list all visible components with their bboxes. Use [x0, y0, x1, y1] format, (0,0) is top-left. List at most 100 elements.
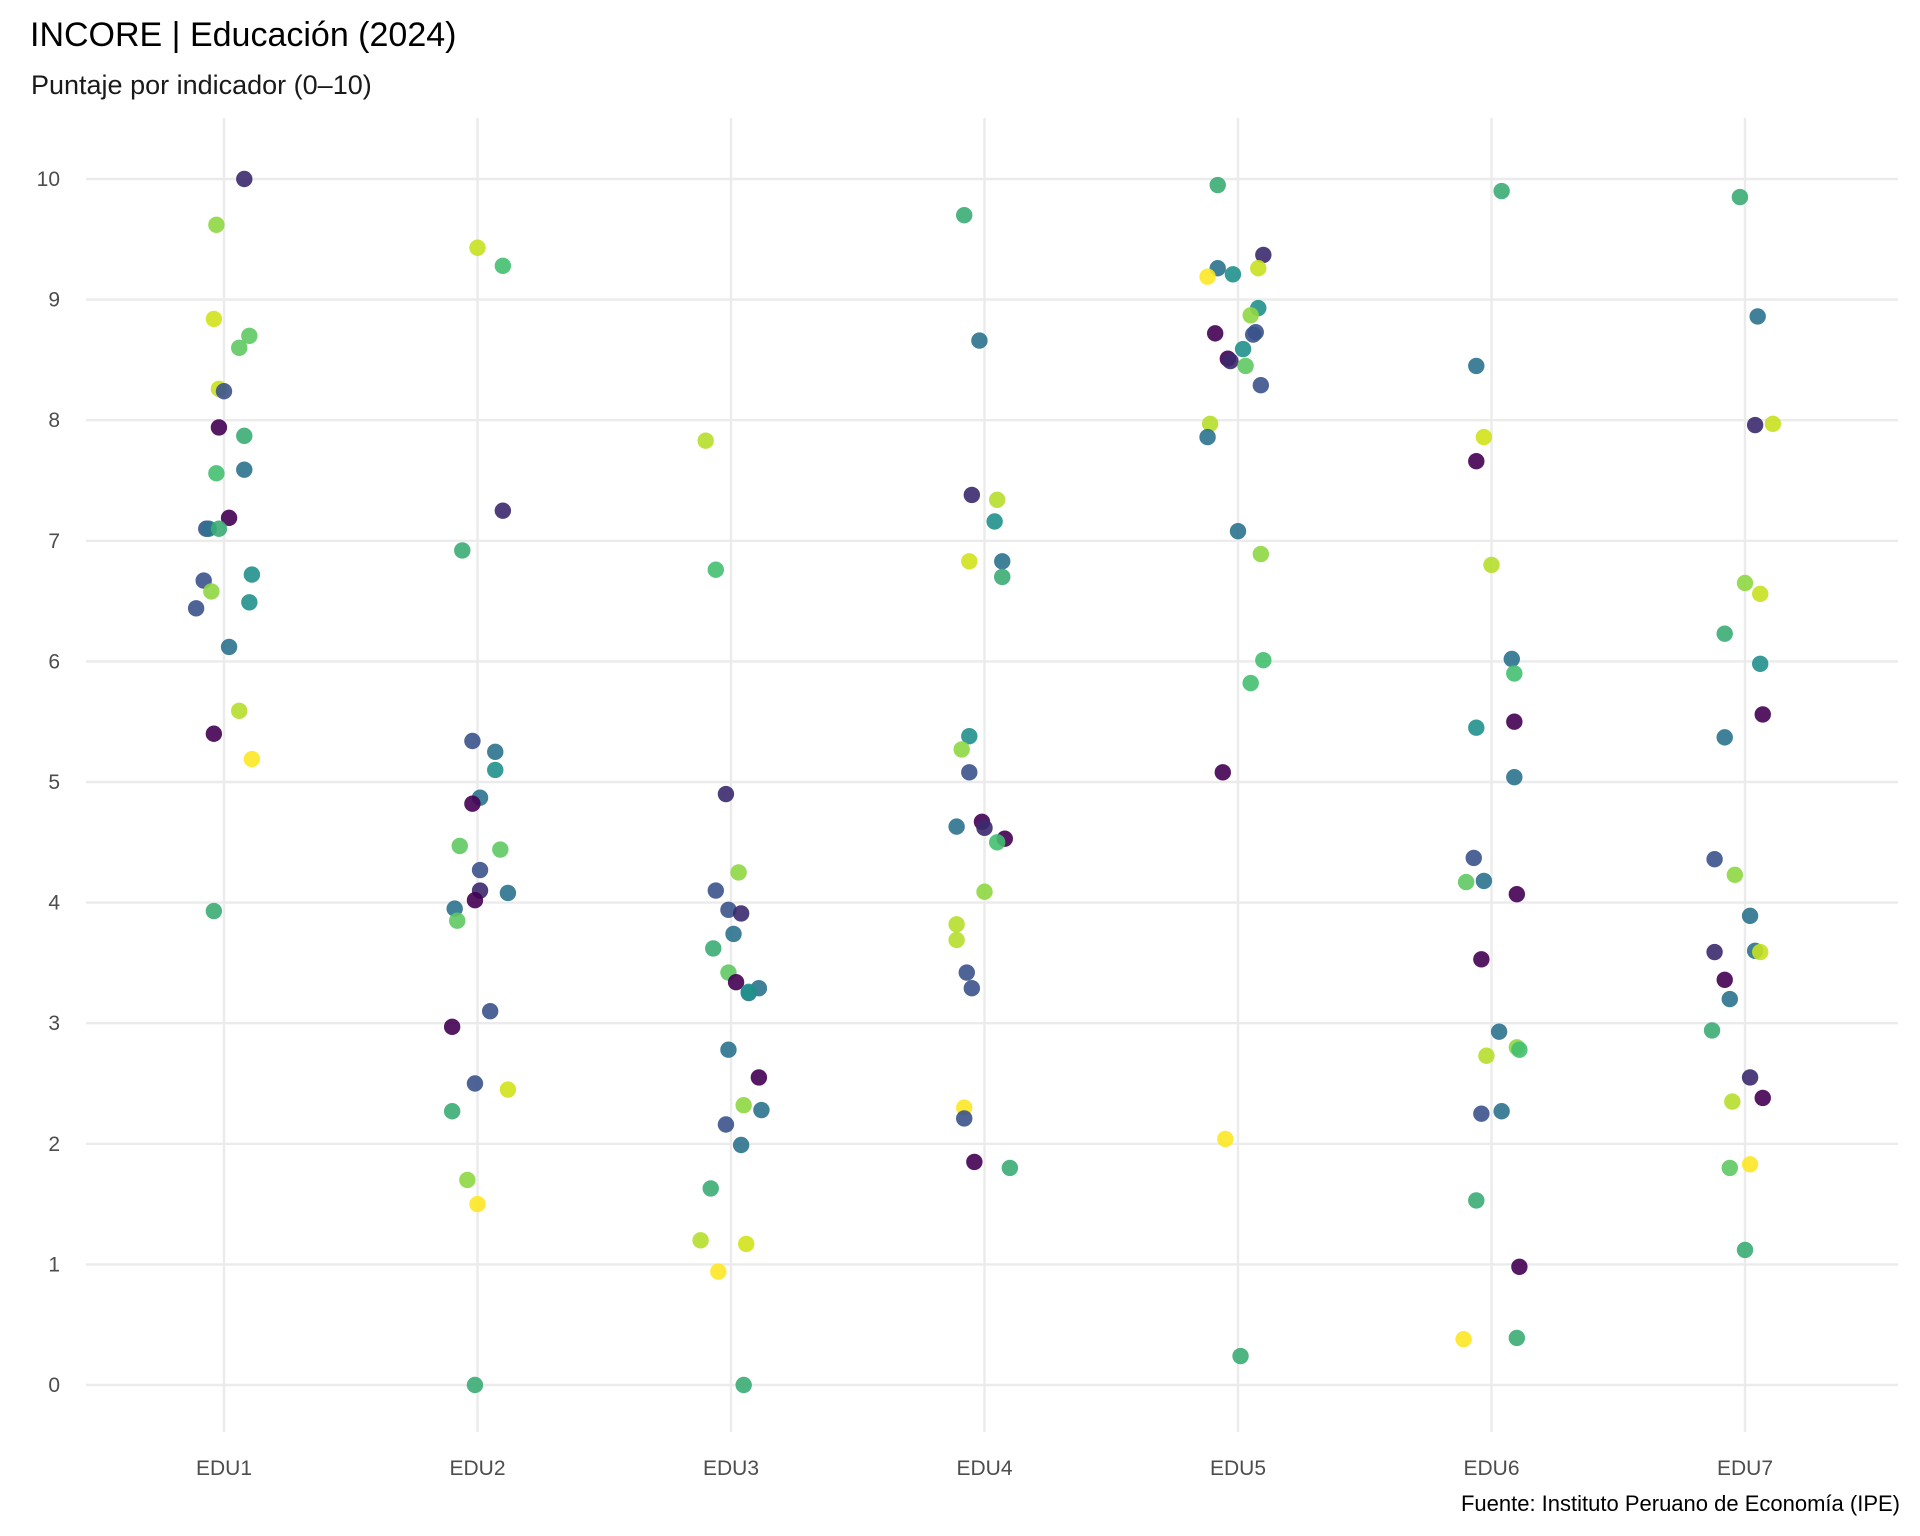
data-point	[1224, 266, 1242, 283]
data-point	[236, 170, 253, 188]
data-point	[720, 1041, 737, 1058]
data-point	[1716, 971, 1733, 988]
data-point	[1234, 340, 1252, 358]
data-point	[986, 513, 1003, 530]
data-point	[1506, 713, 1523, 730]
x-axis-ticks: EDU1 EDU2 EDU3 EDU4 EDU5 EDU6 EDU7	[196, 1457, 1773, 1480]
data-point	[1706, 943, 1723, 961]
data-point	[948, 818, 965, 835]
y-tick-label: 10	[37, 168, 60, 191]
data-point	[1468, 357, 1485, 375]
data-point	[750, 1069, 768, 1086]
data-point	[454, 542, 471, 559]
data-point	[215, 383, 233, 400]
x-tick-label: EDU3	[703, 1457, 759, 1480]
data-point	[717, 785, 735, 803]
data-point	[466, 1075, 484, 1092]
data-point	[492, 841, 509, 858]
y-tick-label: 9	[48, 289, 60, 312]
x-tick-label: EDU4	[956, 1457, 1012, 1480]
data-point	[236, 461, 253, 478]
data-point	[966, 1153, 983, 1171]
data-point	[1706, 850, 1723, 868]
data-point	[459, 1171, 476, 1189]
data-point	[1473, 951, 1490, 968]
data-point	[1455, 1330, 1472, 1348]
data-point	[1229, 522, 1247, 540]
data-point	[1726, 866, 1744, 884]
data-point	[948, 916, 965, 933]
data-point	[717, 1116, 735, 1133]
data-point	[208, 216, 225, 234]
data-point	[220, 509, 238, 527]
chart-title: INCORE | Educación (2024)	[30, 16, 457, 54]
data-point	[735, 1376, 752, 1394]
data-point	[1242, 307, 1259, 324]
data-point	[1746, 416, 1764, 434]
data-point	[1250, 260, 1267, 277]
data-point	[1741, 907, 1759, 925]
data-point	[1199, 268, 1216, 285]
data-point	[1508, 885, 1526, 903]
data-point	[443, 1103, 461, 1120]
data-point	[697, 432, 714, 449]
data-point	[1493, 182, 1510, 200]
x-tick-label: EDU7	[1717, 1457, 1773, 1480]
data-point	[1752, 655, 1769, 673]
data-point	[1473, 1105, 1490, 1122]
data-point	[976, 819, 993, 837]
grid-lines	[86, 118, 1898, 1432]
data-point	[499, 884, 517, 902]
data-point	[1724, 1093, 1741, 1110]
data-point	[1214, 764, 1231, 781]
y-tick-label: 4	[48, 892, 60, 915]
data-point	[241, 327, 258, 344]
data-point	[953, 741, 970, 758]
y-axis-ticks: 0 1 2 3 4 5 6 7 8 9 10	[37, 168, 61, 1397]
data-point	[740, 983, 757, 1001]
data-point	[1242, 674, 1259, 692]
data-point	[963, 486, 981, 504]
x-tick-label: EDU6	[1463, 1457, 1519, 1480]
data-point	[963, 980, 981, 997]
data-point	[1721, 990, 1738, 1008]
data-point	[1503, 650, 1520, 668]
data-point	[499, 1081, 517, 1098]
data-point	[469, 239, 486, 256]
data-point	[1478, 1047, 1495, 1064]
data-point	[243, 566, 261, 583]
data-point	[1731, 188, 1749, 206]
data-point	[1716, 625, 1733, 642]
data-point	[994, 553, 1011, 570]
data-point	[727, 973, 745, 991]
data-point	[1764, 415, 1782, 433]
data-point	[236, 427, 253, 445]
data-point	[1736, 574, 1754, 592]
data-point	[1457, 873, 1475, 891]
data-point	[732, 1136, 750, 1154]
data-point	[1716, 729, 1733, 746]
y-tick-label: 6	[48, 650, 60, 673]
data-point	[1703, 1022, 1721, 1039]
data-point	[243, 750, 261, 768]
data-point	[961, 553, 978, 570]
data-point	[735, 1097, 752, 1114]
data-point	[1201, 415, 1219, 433]
data-point	[1206, 325, 1224, 342]
data-point	[231, 339, 248, 357]
data-point	[961, 727, 978, 745]
data-point	[210, 520, 228, 537]
data-point	[988, 834, 1006, 851]
data-point	[1255, 651, 1272, 669]
data-point	[994, 568, 1011, 586]
chart-subtitle: Puntaje por indicador (0–10)	[31, 70, 372, 100]
data-point	[707, 561, 724, 578]
data-point	[730, 864, 747, 881]
y-tick-label: 5	[48, 771, 60, 794]
data-point	[1222, 352, 1239, 370]
y-tick-label: 2	[48, 1133, 60, 1156]
data-point	[1199, 428, 1216, 446]
data-point	[451, 837, 468, 855]
data-point	[1754, 1089, 1771, 1107]
data-point	[481, 1002, 499, 1020]
